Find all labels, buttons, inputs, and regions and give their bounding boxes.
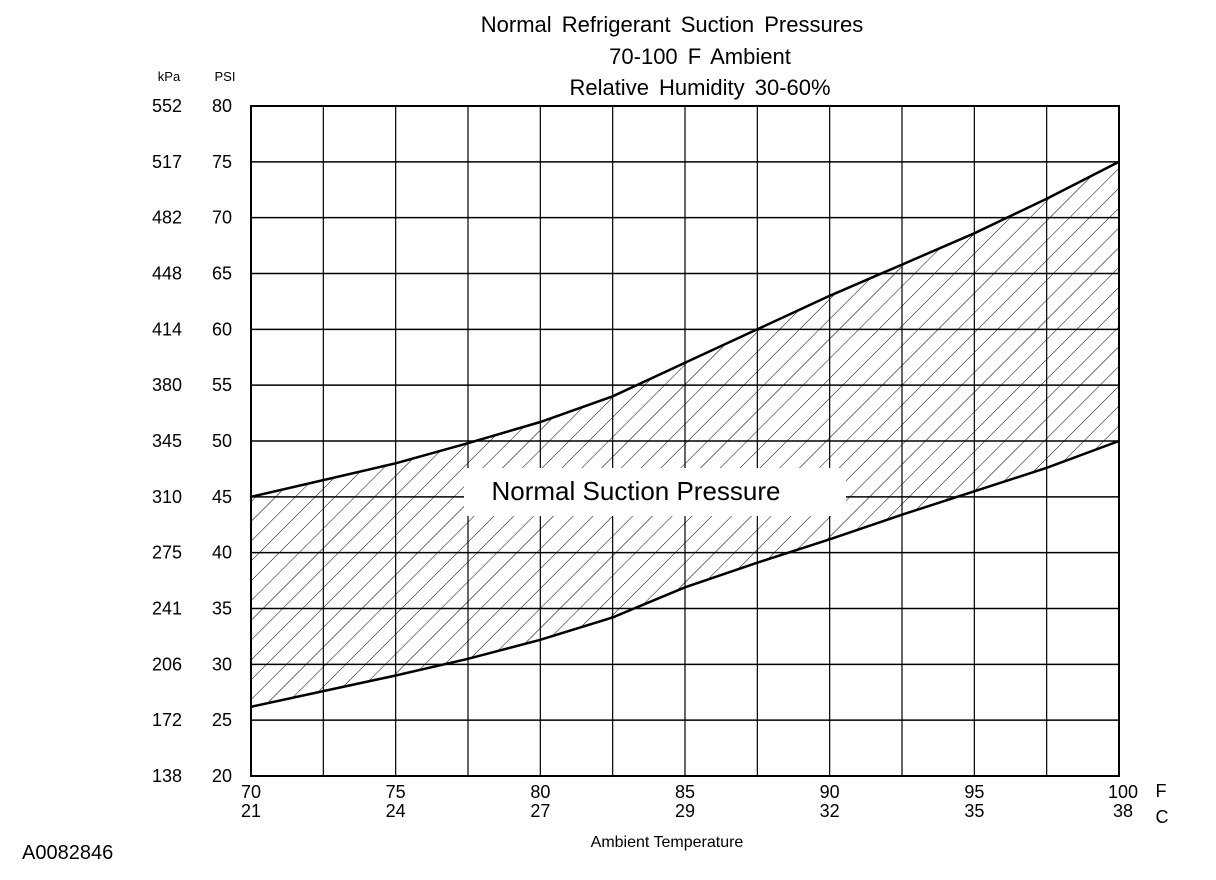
y-tick-psi: 50 — [212, 431, 232, 451]
y-tick-psi: 70 — [212, 208, 232, 228]
y-tick-psi: 40 — [212, 543, 232, 563]
normal-band: Normal Suction Pressure — [250, 160, 1120, 709]
x-tick-f: 85 — [675, 782, 695, 802]
x-tick-f: 70 — [241, 782, 261, 802]
x-unit-f: F — [1156, 781, 1167, 801]
y-tick-psi: 80 — [212, 96, 232, 116]
band-label-background — [464, 468, 846, 516]
x-tick-c: 24 — [386, 801, 406, 821]
x-tick-f: 75 — [386, 782, 406, 802]
x-tick-f: 90 — [820, 782, 840, 802]
y-unit-kpa: kPa — [158, 69, 181, 84]
y-tick-psi: 55 — [212, 375, 232, 395]
lower-bound-line — [250, 439, 1120, 709]
chart-title: Normal Refrigerant Suction Pressures — [480, 12, 864, 37]
y-tick-kpa: 310 — [152, 487, 182, 507]
x-tick-c: 32 — [820, 801, 840, 821]
x-tick-c: 35 — [964, 801, 984, 821]
y-tick-kpa: 482 — [152, 208, 182, 228]
x-tick-f: 100 — [1108, 782, 1138, 802]
y-tick-kpa: 380 — [152, 375, 182, 395]
axis-labels: PSI kPa 20 138 25 172 30 206 35 241 40 275 45 310 50 34… — [152, 69, 1169, 851]
x-tick-c: 21 — [241, 801, 261, 821]
plot-border — [250, 105, 1120, 777]
y-tick-kpa: 345 — [152, 431, 182, 451]
y-tick-psi: 35 — [212, 599, 232, 619]
y-tick-kpa: 138 — [152, 766, 182, 786]
y-tick-psi: 65 — [212, 264, 232, 284]
y-tick-psi: 25 — [212, 710, 232, 730]
y-tick-psi: 60 — [212, 319, 232, 339]
y-unit-psi: PSI — [215, 69, 236, 84]
x-unit-c: C — [1156, 807, 1169, 827]
x-tick-c: 27 — [530, 801, 550, 821]
y-tick-kpa: 448 — [152, 264, 182, 284]
normal-band-fill — [251, 161, 1119, 707]
band-label: Normal Suction Pressure — [492, 476, 781, 506]
upper-bound-line — [250, 160, 1120, 499]
x-tick-c: 29 — [675, 801, 695, 821]
y-tick-kpa: 552 — [152, 96, 182, 116]
y-tick-psi: 30 — [212, 654, 232, 674]
chart-subtitle-ambient: 70-100 F Ambient — [609, 44, 791, 69]
y-tick-psi: 20 — [212, 766, 232, 786]
y-tick-kpa: 414 — [152, 319, 182, 339]
y-tick-psi: 45 — [212, 487, 232, 507]
chart-subtitle-humidity: Relative Humidity 30-60% — [569, 75, 831, 100]
y-tick-psi: 75 — [212, 152, 232, 172]
y-tick-kpa: 275 — [152, 543, 182, 563]
y-tick-kpa: 172 — [152, 710, 182, 730]
x-tick-f: 80 — [530, 782, 550, 802]
figure-id: A0082846 — [22, 842, 114, 864]
y-tick-kpa: 241 — [152, 599, 182, 619]
plot-frame — [250, 105, 1120, 777]
y-tick-kpa: 517 — [152, 152, 182, 172]
x-tick-f: 95 — [964, 782, 984, 802]
y-tick-kpa: 206 — [152, 654, 182, 674]
x-tick-c: 38 — [1113, 801, 1133, 821]
x-axis-title: Ambient Temperature — [591, 834, 744, 851]
